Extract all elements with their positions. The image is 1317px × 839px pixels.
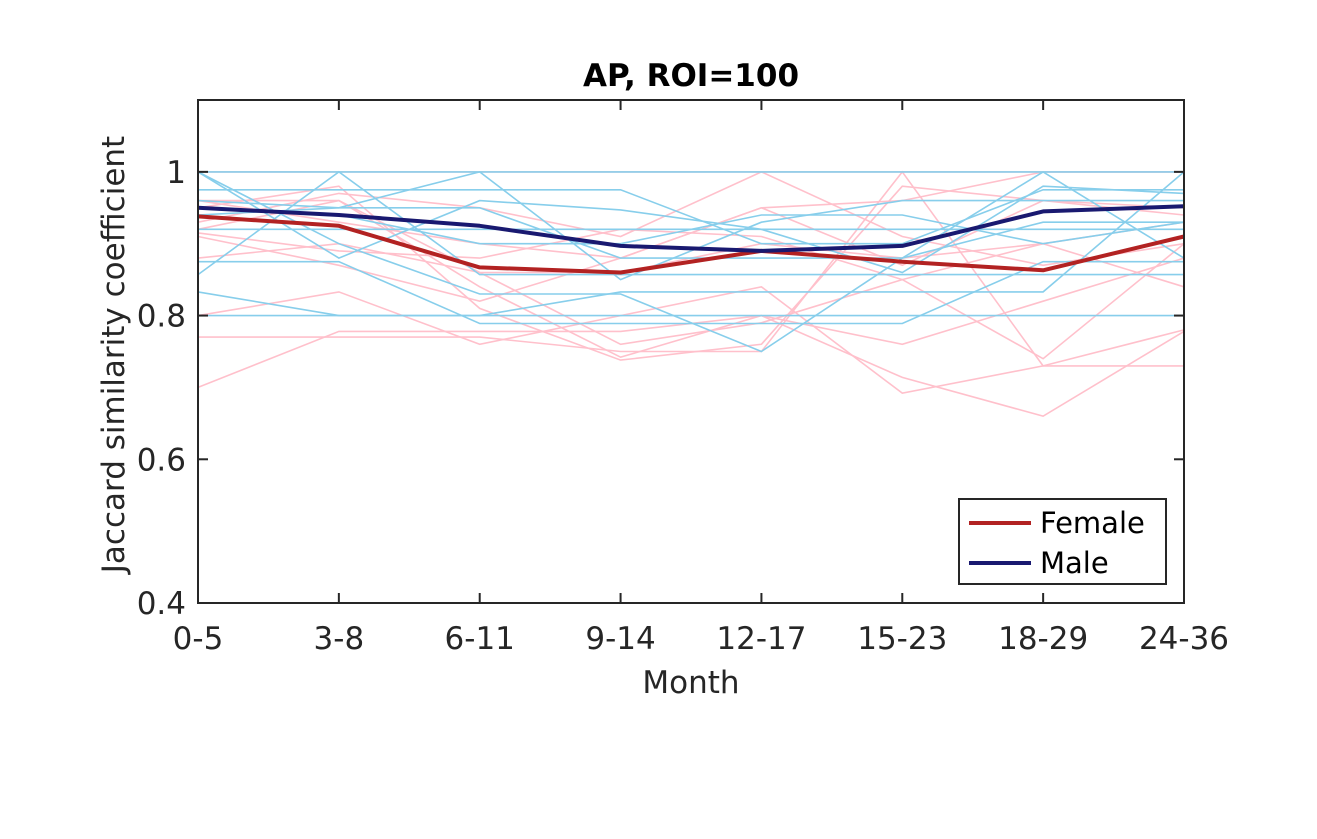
female-mean-line	[197, 214, 1185, 275]
male-individual-line	[197, 171, 1185, 317]
x-tick-label: 9-14	[585, 621, 655, 657]
x-tick-label: 3-8	[314, 621, 365, 657]
x-tick-label: 6-11	[445, 621, 515, 657]
y-axis: 0.4 0.6 0.8 1	[137, 155, 1184, 622]
male-individual-line	[197, 170, 1184, 276]
male-individual-line	[197, 171, 1185, 274]
y-axis-label: Jaccard similarity coefficient	[96, 136, 132, 575]
axes-box	[197, 99, 1185, 604]
female-individual-line	[197, 285, 1185, 395]
legend: Female Male	[958, 498, 1167, 585]
x-tick-label: 0-5	[173, 621, 224, 657]
male-mean-line	[197, 204, 1185, 253]
legend-label-male: Male	[1040, 546, 1109, 580]
x-tick-label: 18-29	[998, 621, 1088, 657]
legend-label-female: Female	[1040, 506, 1145, 540]
male-individual-line	[197, 170, 1185, 353]
x-tick-label: 24-36	[1139, 621, 1229, 657]
y-tick-label: 1	[166, 155, 186, 191]
male-individual-line	[197, 207, 1184, 259]
x-tick-label: 12-17	[716, 621, 806, 657]
y-tick-label: 0.4	[137, 586, 186, 622]
x-tick-label: 15-23	[857, 621, 947, 657]
chart-title: AP, ROI=100	[583, 58, 799, 94]
female-individual-line	[197, 171, 1185, 267]
y-tick-label: 0.8	[137, 299, 186, 335]
legend-box	[958, 498, 1167, 585]
y-tick-label: 0.6	[137, 442, 186, 478]
x-axis-label: Month	[642, 665, 739, 701]
female-individual-line	[197, 199, 1185, 267]
x-axis: 0-5 3-8 6-11 9-14 12-17 15-23 18-29 24-36	[173, 100, 1229, 657]
male-individual-line	[197, 207, 1185, 245]
